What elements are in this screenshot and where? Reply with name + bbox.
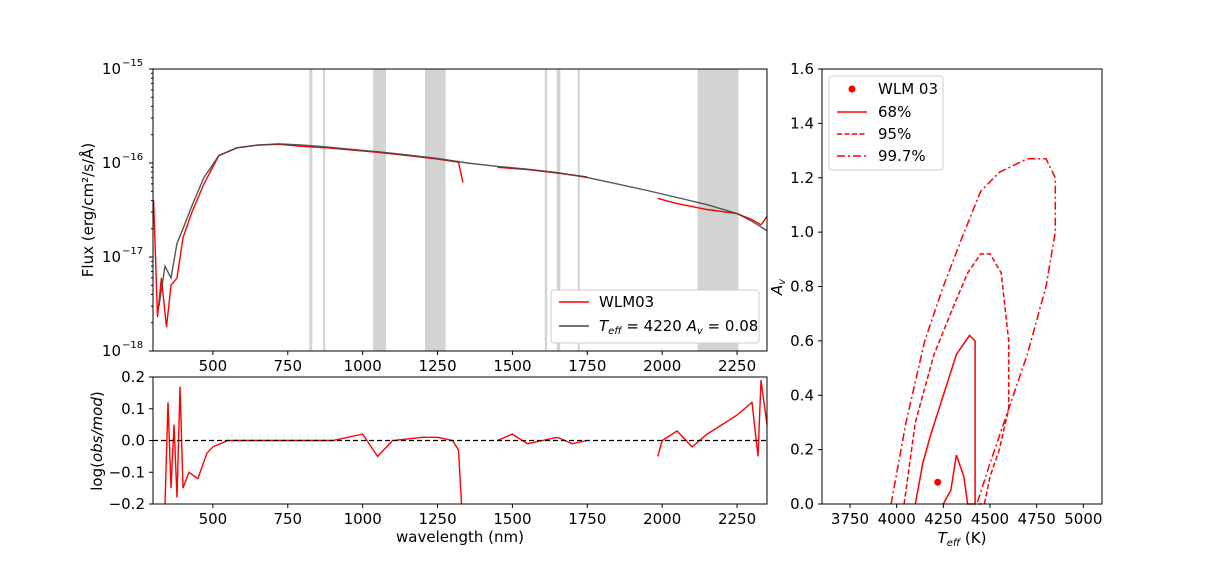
residuals-panel: 500 750 1000 1250 1500 1750 2000 2250 0.2 0.1 0.0… (88, 368, 768, 546)
x-tick-label: 2250 (718, 357, 756, 375)
y-tick-label: 1.4 (790, 114, 814, 132)
y-tick-label: 0.2 (121, 368, 145, 386)
y-tick-label: 0.2 (790, 441, 814, 459)
y-tick-label: 10 (102, 342, 121, 360)
x-tick-label: 1000 (344, 510, 382, 528)
masked-band-3 (424, 69, 446, 351)
y-tick-label: −0.2 (109, 495, 145, 513)
x-tick-label: 500 (199, 510, 228, 528)
x-tick-label: 1750 (568, 357, 606, 375)
y-tick-exponent: −16 (122, 152, 143, 163)
contour-legend: WLM 03 68% 95% 99.7% (828, 75, 944, 171)
spectrum-series (152, 143, 768, 328)
y-tick-exponent: −18 (122, 340, 143, 351)
x-tick-label: 750 (273, 357, 302, 375)
masked-band-4 (544, 69, 548, 351)
x-tick-label: 1750 (568, 510, 606, 528)
x-tick-label: 2000 (643, 510, 681, 528)
best-fit-point (934, 478, 942, 486)
x-tick-label: 3750 (831, 510, 869, 528)
spectrum-legend: WLM03 Teff = 4220 Av = 0.08 (550, 289, 760, 344)
legend-label-model: Teff = 4220 Av = 0.08 (599, 317, 758, 337)
masked-band-5 (556, 69, 561, 351)
legend-label-wlm03: WLM03 (599, 293, 654, 311)
model-spectrum-line (158, 143, 768, 307)
y-tick-label: 10 (102, 154, 121, 172)
y-tick-exponent: −15 (122, 58, 143, 69)
x-tick-label: 4250 (924, 510, 962, 528)
y-tick-label: 1.2 (790, 169, 814, 187)
residual-series (164, 380, 768, 505)
contour-95 (903, 253, 1010, 505)
x-tick-label: 1500 (493, 510, 531, 528)
legend-label-point: WLM 03 (878, 80, 938, 98)
masked-band-6 (577, 69, 580, 351)
spectrum-y-label: Flux (erg/cm²/s/Å) (78, 143, 97, 277)
residual-line-1 (497, 433, 588, 445)
masked-band-1 (323, 69, 326, 351)
x-tick-label: 4750 (1018, 510, 1056, 528)
x-tick-label: 4500 (971, 510, 1009, 528)
legend-swatch-point (848, 85, 856, 93)
contour-y-ticks: 0.0 0.2 0.4 0.6 0.8 1.0 1.2 1.4 1.6 (790, 60, 822, 513)
y-tick-label: 10 (102, 248, 121, 266)
y-tick-label: 0.6 (790, 332, 814, 350)
x-tick-label: 500 (199, 357, 228, 375)
legend-label-997: 99.7% (878, 147, 926, 165)
y-tick-label: 0.8 (790, 278, 814, 296)
legend-frame (550, 289, 760, 344)
x-tick-label: 2000 (643, 357, 681, 375)
legend-label-68: 68% (878, 103, 911, 121)
spectrum-x-ticks: 500 750 1000 1250 1500 1750 2000 2250 (199, 351, 756, 375)
contour-x-label: Teff (K) (938, 529, 987, 549)
contour-y-label: Av (768, 278, 788, 296)
contour-68 (914, 334, 976, 505)
masked-band-2 (373, 69, 387, 351)
y-tick-label: 0.1 (121, 400, 145, 418)
residuals-y-ticks: 0.2 0.1 0.0 −0.1 −0.2 (109, 368, 153, 513)
x-tick-label: 4000 (878, 510, 916, 528)
spectrum-axes-frame (152, 68, 768, 352)
x-tick-label: 1500 (493, 357, 531, 375)
contour-panel: 3750 4000 4250 4500 4750 5000 0.0 0.2 0.4 0.6 0.8… (768, 60, 1103, 549)
x-tick-label: 5000 (1064, 510, 1102, 528)
x-tick-label: 2250 (718, 510, 756, 528)
y-tick-label: 0.4 (790, 386, 814, 404)
contour-997 (890, 157, 1057, 505)
contour-legend-frame (828, 75, 944, 171)
x-tick-label: 1000 (344, 357, 382, 375)
residuals-x-ticks: 500 750 1000 1250 1500 1750 2000 2250 (199, 504, 756, 528)
y-tick-label: 0.0 (790, 495, 814, 513)
masked-band-0 (309, 69, 313, 351)
x-tick-label: 1250 (418, 357, 456, 375)
legend-label-95: 95% (878, 125, 911, 143)
residual-line-2 (657, 380, 768, 457)
y-tick-label: 1.6 (790, 60, 814, 78)
residuals-x-label: wavelength (nm) (396, 528, 524, 546)
y-tick-label: −0.1 (109, 463, 145, 481)
contour-series (890, 157, 1057, 505)
x-tick-label: 1250 (418, 510, 456, 528)
residuals-y-label: log(obs/mod) (88, 391, 106, 490)
y-tick-label: 1.0 (790, 223, 814, 241)
y-tick-exponent: −17 (122, 246, 143, 257)
residual-line-0 (164, 386, 463, 505)
y-tick-label: 0.0 (121, 432, 145, 450)
contour-x-ticks: 3750 4000 4250 4500 4750 5000 (831, 504, 1102, 528)
x-tick-label: 750 (273, 510, 302, 528)
y-tick-label: 10 (102, 60, 121, 78)
